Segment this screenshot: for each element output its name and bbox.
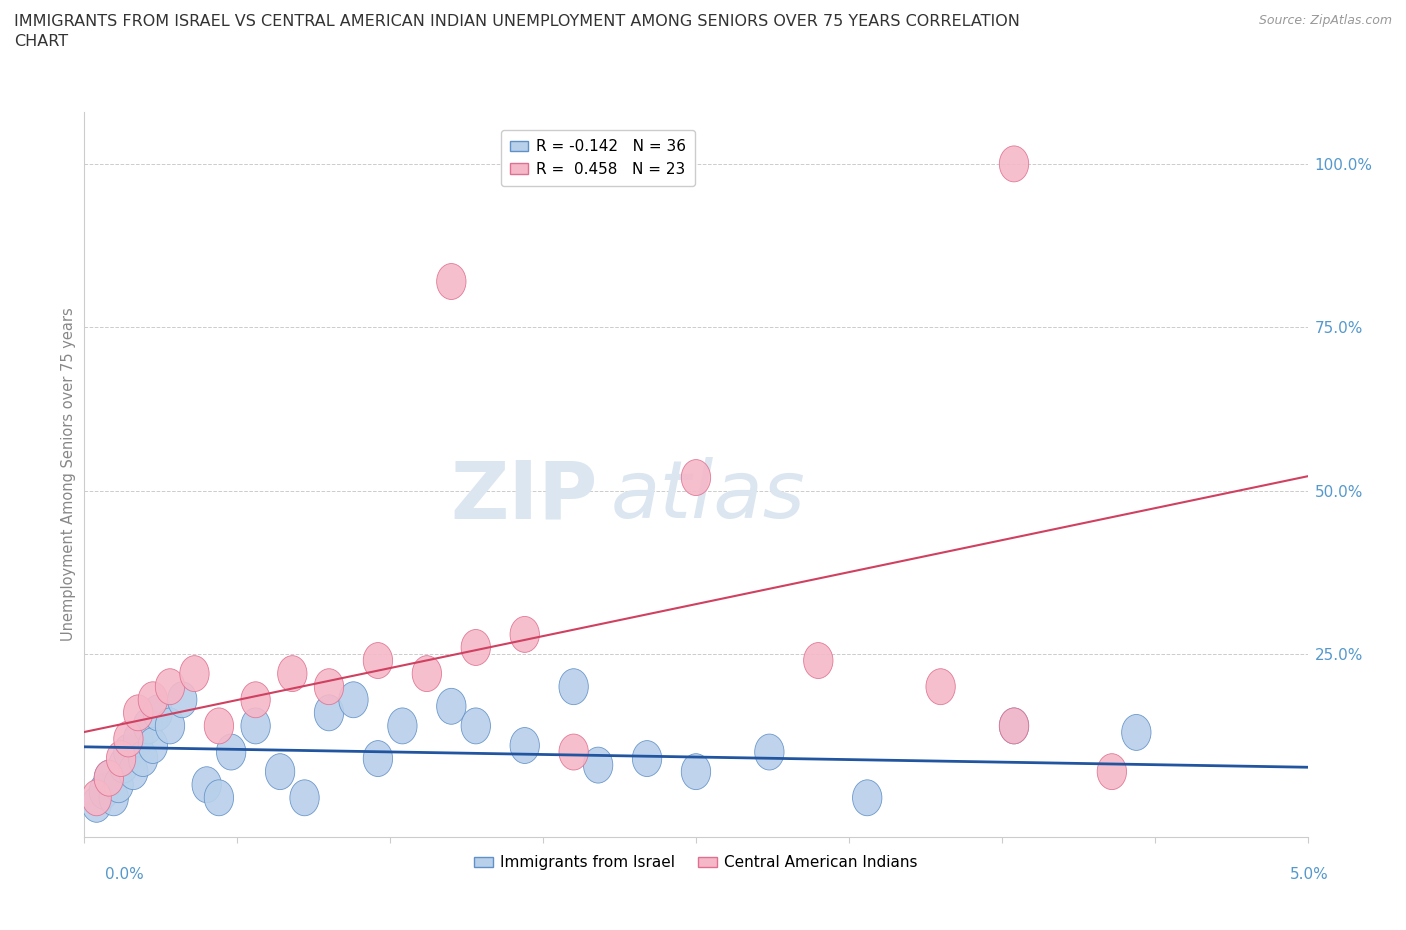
Ellipse shape: [510, 617, 540, 652]
Ellipse shape: [124, 695, 153, 731]
Ellipse shape: [98, 780, 128, 816]
Legend: Immigrants from Israel, Central American Indians: Immigrants from Israel, Central American…: [468, 849, 924, 876]
Ellipse shape: [755, 734, 785, 770]
Ellipse shape: [155, 708, 184, 744]
Ellipse shape: [155, 669, 184, 705]
Ellipse shape: [560, 734, 588, 770]
Ellipse shape: [339, 682, 368, 718]
Ellipse shape: [437, 688, 465, 724]
Ellipse shape: [266, 753, 295, 790]
Ellipse shape: [108, 747, 138, 783]
Ellipse shape: [277, 656, 307, 692]
Ellipse shape: [240, 708, 270, 744]
Ellipse shape: [804, 643, 832, 679]
Ellipse shape: [217, 734, 246, 770]
Ellipse shape: [583, 747, 613, 783]
Ellipse shape: [1000, 708, 1029, 744]
Ellipse shape: [138, 682, 167, 718]
Ellipse shape: [510, 727, 540, 764]
Ellipse shape: [852, 780, 882, 816]
Ellipse shape: [114, 734, 143, 770]
Ellipse shape: [1097, 753, 1126, 790]
Ellipse shape: [193, 766, 221, 803]
Ellipse shape: [128, 740, 157, 777]
Ellipse shape: [682, 753, 710, 790]
Ellipse shape: [1122, 714, 1152, 751]
Ellipse shape: [315, 695, 343, 731]
Ellipse shape: [82, 787, 111, 822]
Text: atlas: atlas: [610, 457, 806, 535]
Ellipse shape: [927, 669, 955, 705]
Ellipse shape: [682, 459, 710, 496]
Ellipse shape: [124, 721, 153, 757]
Ellipse shape: [363, 740, 392, 777]
Ellipse shape: [290, 780, 319, 816]
Ellipse shape: [94, 760, 124, 796]
Text: Source: ZipAtlas.com: Source: ZipAtlas.com: [1258, 14, 1392, 27]
Ellipse shape: [118, 753, 148, 790]
Ellipse shape: [412, 656, 441, 692]
Ellipse shape: [107, 740, 136, 777]
Ellipse shape: [204, 780, 233, 816]
Ellipse shape: [560, 669, 588, 705]
Ellipse shape: [437, 263, 465, 299]
Text: IMMIGRANTS FROM ISRAEL VS CENTRAL AMERICAN INDIAN UNEMPLOYMENT AMONG SENIORS OVE: IMMIGRANTS FROM ISRAEL VS CENTRAL AMERIC…: [14, 14, 1019, 48]
Ellipse shape: [143, 695, 173, 731]
Ellipse shape: [461, 708, 491, 744]
Ellipse shape: [1000, 708, 1029, 744]
Ellipse shape: [180, 656, 209, 692]
Y-axis label: Unemployment Among Seniors over 75 years: Unemployment Among Seniors over 75 years: [60, 308, 76, 641]
Ellipse shape: [1000, 146, 1029, 182]
Ellipse shape: [89, 773, 118, 809]
Ellipse shape: [134, 708, 163, 744]
Ellipse shape: [82, 780, 111, 816]
Ellipse shape: [240, 682, 270, 718]
Ellipse shape: [138, 727, 167, 764]
Ellipse shape: [388, 708, 418, 744]
Ellipse shape: [114, 721, 143, 757]
Ellipse shape: [167, 682, 197, 718]
Ellipse shape: [633, 740, 662, 777]
Ellipse shape: [315, 669, 343, 705]
Text: ZIP: ZIP: [451, 457, 598, 535]
Text: 0.0%: 0.0%: [105, 867, 145, 882]
Ellipse shape: [461, 630, 491, 666]
Ellipse shape: [204, 708, 233, 744]
Text: 5.0%: 5.0%: [1289, 867, 1329, 882]
Ellipse shape: [104, 766, 134, 803]
Ellipse shape: [363, 643, 392, 679]
Ellipse shape: [94, 760, 124, 796]
